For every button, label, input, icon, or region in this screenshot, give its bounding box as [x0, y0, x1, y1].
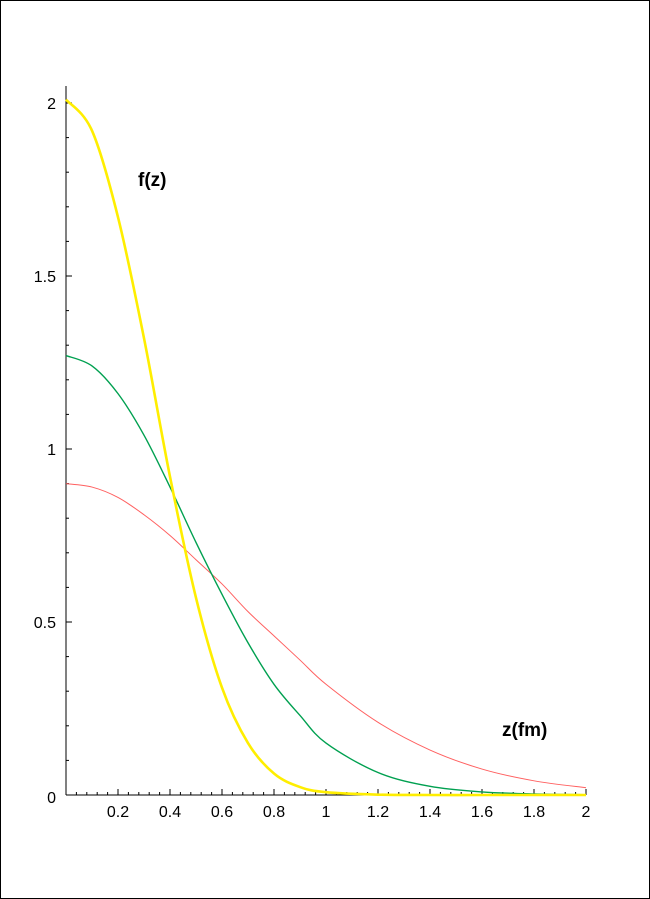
series-line-1	[65, 98, 586, 797]
series-layer	[65, 98, 587, 797]
y-tick-label: 2	[47, 96, 56, 113]
y-tick-label: 1	[47, 442, 56, 459]
x-tick-label: 1.6	[471, 804, 493, 821]
tick-labels: 0.2 0.4 0.6 0.8 1 1.2 1.4 1.6 1.8 2 0 0.5 1 1.5 2	[34, 96, 591, 821]
y-tick-label: 0.5	[34, 615, 56, 632]
x-tick-label: 0.4	[159, 804, 181, 821]
x-tick-label: 1.4	[419, 804, 441, 821]
x-tick-label: 1.2	[367, 804, 389, 821]
y-axis-label: f(z)	[138, 170, 166, 191]
x-tick-label: 2	[582, 804, 591, 821]
x-tick-label: 0.8	[263, 804, 285, 821]
series-line-3	[65, 483, 587, 789]
series-line-2	[65, 354, 587, 796]
y-tick-label: 0	[47, 790, 56, 807]
x-tick-label: 1.8	[523, 804, 545, 821]
x-tick-label: 1	[322, 804, 331, 821]
x-axis-label: z(fm)	[502, 720, 547, 741]
axes	[65, 86, 587, 796]
x-tick-label: 0.2	[107, 804, 129, 821]
y-tick-label: 1.5	[34, 269, 56, 286]
x-tick-label: 0.6	[211, 804, 233, 821]
